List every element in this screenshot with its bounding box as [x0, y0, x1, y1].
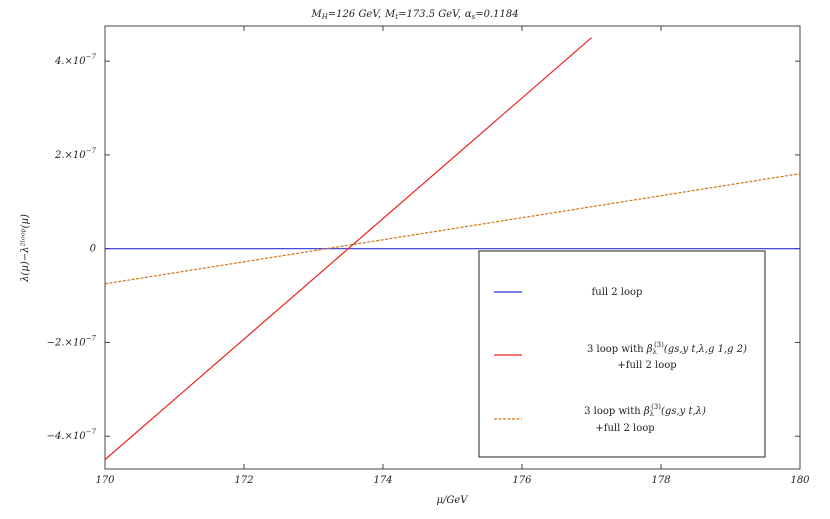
title-as-val: =0.1184	[475, 9, 518, 20]
legend-box	[478, 250, 766, 458]
legend-label-three-partial: 3 loop with βλ(3)(gs,y t,λ)	[584, 403, 706, 418]
y-tick-label-4: 4.×10−7	[54, 53, 97, 67]
title-mh: M	[310, 9, 322, 20]
y-tick-label-1: −2.×10−7	[47, 334, 97, 348]
title-mh-val: =126 GeV,	[328, 9, 382, 20]
y-axis-label: λ(μ)−λ²ˡᵒᵒᵖ(μ)	[20, 214, 31, 283]
x-tick-label-4: 178	[651, 475, 670, 486]
y-tick-label-0: −4.×10−7	[47, 428, 97, 442]
chart-title: MH=126 GeV, Mt=173.5 GeV, αs=0.1184	[310, 9, 518, 21]
series-line-three_full	[104, 37, 592, 461]
title-as: α	[465, 9, 472, 20]
x-axis-label: μ/GeV	[437, 495, 470, 506]
title-as-sub: s	[472, 13, 476, 21]
legend-label-three-full-line2: +full 2 loop	[617, 360, 676, 371]
title-mt-sub: t	[395, 13, 398, 21]
series-line-three_partial	[104, 173, 801, 285]
y-tick-label-3: 2.×10−7	[54, 147, 97, 161]
plot-frame	[104, 25, 801, 470]
legend: full 2 loop 3 loop with βλ(3)(gs,y t,λ,g…	[478, 250, 766, 458]
title-mt: M	[384, 9, 396, 20]
x-tick-label-0: 170	[95, 475, 115, 486]
series-group	[104, 37, 801, 461]
y-tick-label-2: 0	[90, 244, 97, 255]
x-tick-label-2: 174	[373, 475, 392, 486]
x-tick-label-3: 176	[512, 475, 532, 486]
x-tick-label-5: 180	[790, 475, 810, 486]
legend-label-full2: full 2 loop	[592, 287, 643, 298]
legend-label-three-full: 3 loop with βλ(3)(gs,y t,λ,g 1,g 2)	[587, 341, 747, 356]
legend-label-three-partial-line2: +full 2 loop	[595, 423, 654, 434]
x-tick-label-1: 172	[234, 475, 253, 486]
title-mt-val: =173.5 GeV,	[398, 9, 461, 20]
title-mh-sub: H	[321, 13, 329, 21]
